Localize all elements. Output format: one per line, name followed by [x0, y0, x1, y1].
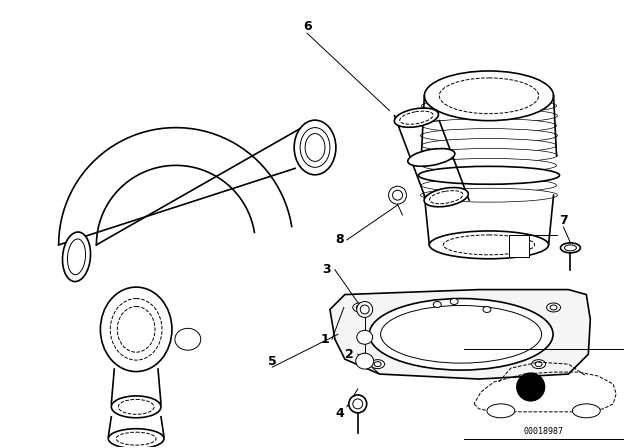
Ellipse shape: [532, 360, 545, 369]
Ellipse shape: [108, 429, 164, 448]
Ellipse shape: [63, 232, 90, 282]
Ellipse shape: [420, 188, 557, 202]
Ellipse shape: [421, 119, 557, 133]
Ellipse shape: [100, 287, 172, 371]
Ellipse shape: [547, 303, 561, 312]
Circle shape: [516, 373, 545, 401]
Polygon shape: [330, 289, 590, 379]
Text: 5: 5: [268, 355, 276, 368]
Ellipse shape: [421, 99, 557, 113]
Ellipse shape: [421, 178, 557, 192]
Ellipse shape: [353, 303, 367, 312]
Ellipse shape: [421, 159, 557, 172]
Ellipse shape: [419, 166, 559, 184]
Ellipse shape: [420, 168, 557, 182]
Ellipse shape: [392, 190, 403, 200]
Ellipse shape: [420, 148, 557, 162]
Ellipse shape: [424, 188, 468, 207]
Ellipse shape: [349, 395, 367, 413]
Ellipse shape: [356, 353, 374, 369]
Text: 6: 6: [303, 20, 312, 33]
Ellipse shape: [294, 120, 336, 175]
Ellipse shape: [420, 129, 557, 142]
Ellipse shape: [369, 298, 553, 370]
Ellipse shape: [356, 330, 372, 344]
Bar: [509, 235, 529, 257]
Ellipse shape: [175, 328, 201, 350]
Text: 8: 8: [335, 233, 344, 246]
Ellipse shape: [433, 302, 441, 307]
Ellipse shape: [420, 109, 557, 123]
Ellipse shape: [561, 243, 580, 253]
Ellipse shape: [356, 302, 372, 318]
Ellipse shape: [429, 231, 548, 259]
Ellipse shape: [388, 186, 406, 204]
Text: 1: 1: [321, 333, 330, 346]
Ellipse shape: [487, 404, 515, 418]
Text: 2: 2: [346, 348, 354, 361]
Ellipse shape: [394, 108, 438, 127]
Text: 00018987: 00018987: [524, 427, 564, 436]
Ellipse shape: [450, 298, 458, 305]
Ellipse shape: [111, 396, 161, 418]
Ellipse shape: [483, 306, 491, 312]
Ellipse shape: [421, 138, 557, 152]
Text: 7: 7: [559, 214, 568, 227]
Text: 4: 4: [335, 407, 344, 420]
Text: 3: 3: [323, 263, 332, 276]
Ellipse shape: [572, 404, 600, 418]
Ellipse shape: [424, 71, 554, 121]
Ellipse shape: [371, 360, 385, 369]
Ellipse shape: [408, 149, 455, 166]
